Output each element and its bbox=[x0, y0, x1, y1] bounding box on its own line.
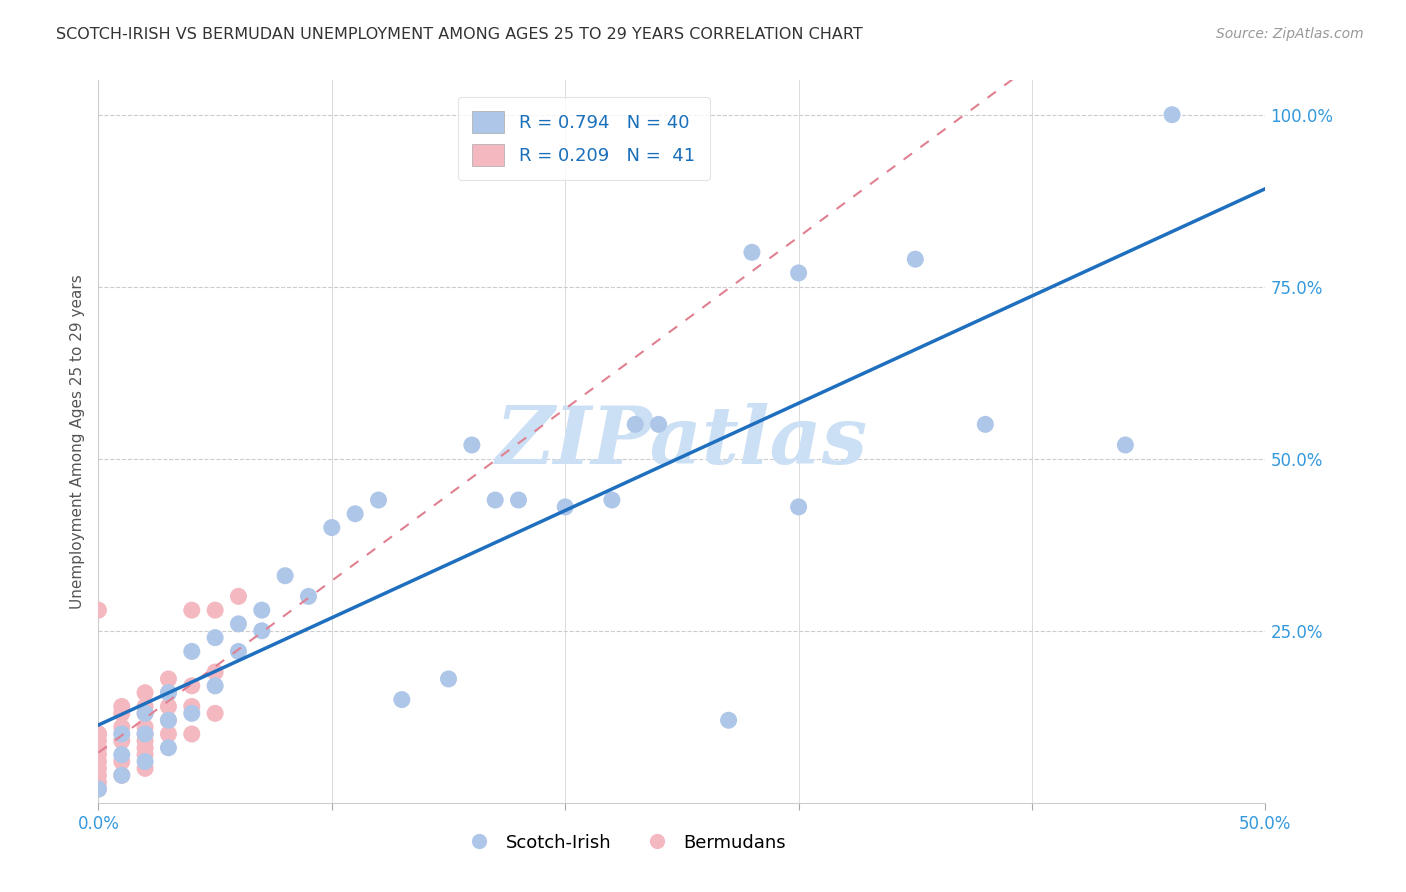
Point bbox=[111, 747, 134, 762]
Point bbox=[87, 727, 110, 741]
Point bbox=[157, 686, 180, 700]
Point bbox=[157, 740, 180, 755]
Point bbox=[600, 493, 623, 508]
Point bbox=[111, 706, 134, 721]
Point bbox=[461, 438, 484, 452]
Y-axis label: Unemployment Among Ages 25 to 29 years: Unemployment Among Ages 25 to 29 years bbox=[69, 274, 84, 609]
Point bbox=[204, 706, 226, 721]
Point bbox=[87, 768, 110, 782]
Point bbox=[134, 755, 156, 769]
Point bbox=[250, 603, 273, 617]
Point bbox=[157, 686, 180, 700]
Point bbox=[134, 747, 156, 762]
Point bbox=[87, 740, 110, 755]
Point bbox=[87, 734, 110, 748]
Point bbox=[87, 603, 110, 617]
Point bbox=[134, 734, 156, 748]
Point bbox=[274, 568, 297, 582]
Point bbox=[87, 740, 110, 755]
Point bbox=[87, 782, 110, 797]
Point bbox=[111, 699, 134, 714]
Point bbox=[204, 603, 226, 617]
Point bbox=[157, 727, 180, 741]
Point bbox=[321, 520, 343, 534]
Point bbox=[157, 672, 180, 686]
Point bbox=[297, 590, 319, 604]
Point bbox=[87, 747, 110, 762]
Point bbox=[134, 740, 156, 755]
Point bbox=[111, 768, 134, 782]
Point bbox=[134, 720, 156, 734]
Point bbox=[157, 713, 180, 727]
Point bbox=[134, 727, 156, 741]
Point bbox=[228, 590, 250, 604]
Point bbox=[157, 699, 180, 714]
Text: SCOTCH-IRISH VS BERMUDAN UNEMPLOYMENT AMONG AGES 25 TO 29 YEARS CORRELATION CHAR: SCOTCH-IRISH VS BERMUDAN UNEMPLOYMENT AM… bbox=[56, 27, 863, 42]
Point bbox=[484, 493, 506, 508]
Point bbox=[437, 672, 460, 686]
Point bbox=[367, 493, 389, 508]
Point bbox=[204, 631, 226, 645]
Point bbox=[87, 761, 110, 775]
Point bbox=[180, 644, 202, 658]
Point bbox=[1114, 438, 1136, 452]
Point bbox=[87, 782, 110, 797]
Point bbox=[228, 616, 250, 631]
Point bbox=[180, 699, 202, 714]
Point bbox=[134, 699, 156, 714]
Point bbox=[111, 734, 134, 748]
Text: ZIPatlas: ZIPatlas bbox=[496, 403, 868, 480]
Point bbox=[157, 713, 180, 727]
Point bbox=[204, 665, 226, 679]
Point bbox=[180, 727, 202, 741]
Point bbox=[180, 706, 202, 721]
Point bbox=[180, 603, 202, 617]
Point bbox=[111, 720, 134, 734]
Point bbox=[87, 775, 110, 789]
Point bbox=[180, 679, 202, 693]
Point bbox=[111, 755, 134, 769]
Point bbox=[974, 417, 997, 432]
Point bbox=[87, 727, 110, 741]
Point bbox=[134, 706, 156, 721]
Point bbox=[1161, 108, 1184, 122]
Point bbox=[624, 417, 647, 432]
Point bbox=[741, 245, 763, 260]
Point bbox=[717, 713, 740, 727]
Point bbox=[111, 768, 134, 782]
Point bbox=[134, 727, 156, 741]
Point bbox=[904, 252, 927, 267]
Text: Source: ZipAtlas.com: Source: ZipAtlas.com bbox=[1216, 27, 1364, 41]
Point bbox=[787, 500, 810, 514]
Point bbox=[87, 727, 110, 741]
Point bbox=[134, 706, 156, 721]
Point bbox=[228, 644, 250, 658]
Point bbox=[134, 761, 156, 775]
Legend: Scotch-Irish, Bermudans: Scotch-Irish, Bermudans bbox=[454, 826, 793, 859]
Point bbox=[391, 692, 413, 706]
Point bbox=[204, 679, 226, 693]
Point bbox=[344, 507, 367, 521]
Point bbox=[554, 500, 576, 514]
Point bbox=[508, 493, 530, 508]
Point bbox=[647, 417, 669, 432]
Point bbox=[111, 727, 134, 741]
Point bbox=[250, 624, 273, 638]
Point bbox=[787, 266, 810, 280]
Point bbox=[134, 686, 156, 700]
Point bbox=[87, 755, 110, 769]
